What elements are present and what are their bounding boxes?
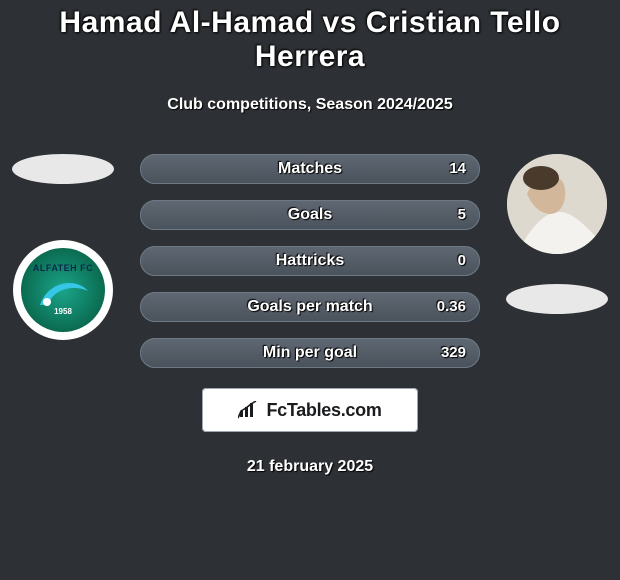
stat-row: Hattricks0	[140, 246, 480, 276]
left-club-badge: ALFATEH FC 1958	[13, 240, 113, 340]
stat-row: Matches14	[140, 154, 480, 184]
stats-area: ALFATEH FC 1958	[0, 154, 620, 368]
left-player-placeholder	[12, 154, 114, 184]
left-player-column: ALFATEH FC 1958	[8, 154, 118, 340]
page-title: Hamad Al-Hamad vs Cristian Tello Herrera	[0, 0, 620, 74]
right-player-photo	[507, 154, 607, 254]
stat-row: Goals per match0.36	[140, 292, 480, 322]
brand-label: FcTables.com	[266, 400, 381, 421]
right-club-placeholder	[506, 284, 608, 314]
right-player-column	[502, 154, 612, 314]
badge-swoosh-icon	[36, 275, 90, 311]
stat-bar-fill	[140, 200, 480, 230]
stat-bar-fill	[140, 154, 480, 184]
bar-chart-icon	[238, 401, 260, 419]
stat-bars: Matches14 Goals5 Hattricks0 Goals per match…	[140, 154, 480, 368]
stat-bar-fill	[140, 246, 480, 276]
stat-bar-fill	[140, 338, 480, 368]
brand-badge[interactable]: FcTables.com	[202, 388, 418, 432]
date-line: 21 february 2025	[0, 458, 620, 476]
stat-row: Min per goal329	[140, 338, 480, 368]
stat-row: Goals5	[140, 200, 480, 230]
page-subtitle: Club competitions, Season 2024/2025	[0, 96, 620, 114]
comparison-card: Hamad Al-Hamad vs Cristian Tello Herrera…	[0, 0, 620, 476]
badge-text: ALFATEH FC	[33, 263, 93, 273]
stat-bar-fill	[140, 292, 480, 322]
